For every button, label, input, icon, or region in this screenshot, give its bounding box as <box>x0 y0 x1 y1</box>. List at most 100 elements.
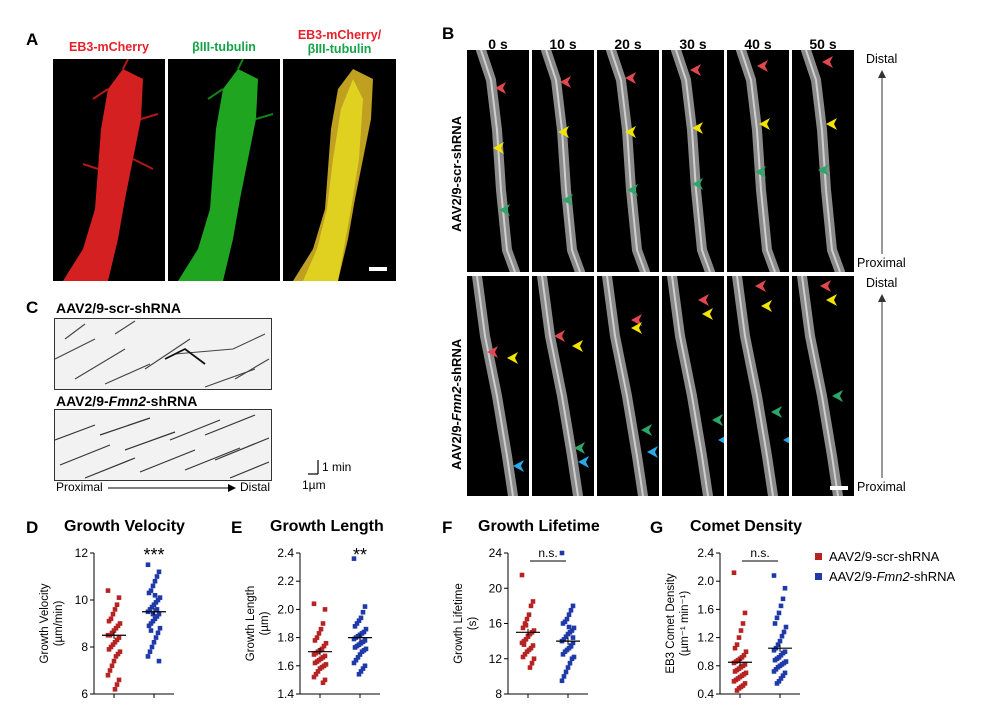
data-point <box>157 595 163 600</box>
data-point <box>109 663 115 669</box>
data-point <box>358 615 364 621</box>
data-point <box>738 628 744 633</box>
data-point <box>734 642 740 647</box>
data-point <box>114 682 120 687</box>
data-point <box>114 637 120 643</box>
data-point <box>563 669 569 675</box>
y-tick-label: 24 <box>489 546 503 560</box>
kymograph-fmn2 <box>54 409 272 481</box>
chart-title: Growth Lifetime <box>478 518 600 535</box>
data-point <box>774 615 780 621</box>
y-tick-label: 2.4 <box>277 546 294 560</box>
data-point <box>313 671 319 677</box>
y-axis-label: Growth Length (µm) <box>245 586 271 661</box>
timelapse-frame <box>532 276 594 496</box>
data-point <box>151 602 157 607</box>
data-point <box>783 624 789 630</box>
green-arrowhead-icon <box>712 414 723 426</box>
data-point <box>524 616 530 622</box>
data-point <box>111 658 117 664</box>
data-point <box>150 611 156 617</box>
data-point <box>318 626 324 632</box>
yellow-arrowhead-icon <box>631 322 642 334</box>
data-point <box>742 610 748 616</box>
kymo2-label-post: -shRNA <box>146 393 198 409</box>
data-point <box>152 593 158 598</box>
row2-label-gene: Fmn2 <box>449 386 464 422</box>
green-arrowhead-icon <box>574 442 585 454</box>
data-point <box>772 621 778 626</box>
kymo-axis-distal: Distal <box>240 480 271 494</box>
timelapse-frame <box>727 50 789 272</box>
kymo2-label-pre: AAV2/9- <box>56 393 109 409</box>
panel-a-merge-image <box>283 59 396 281</box>
data-point <box>774 681 780 686</box>
red-arrowhead-icon <box>820 280 831 292</box>
significance-label: ** <box>353 545 367 565</box>
data-point <box>527 665 533 670</box>
y-tick-label: 10 <box>75 593 89 607</box>
neurite-highlight <box>545 50 581 272</box>
data-point <box>154 607 160 612</box>
data-point <box>312 638 318 643</box>
neurite-shape <box>736 50 780 272</box>
data-point <box>355 655 361 660</box>
data-point <box>152 616 158 622</box>
kymograph-scr <box>54 318 272 390</box>
data-point <box>351 556 357 561</box>
panel-a-merge-label: EB3-mCherry/ βIII-tubulin <box>283 28 396 56</box>
data-point <box>157 625 163 631</box>
data-point <box>529 660 535 666</box>
neurite-highlight <box>740 50 776 272</box>
panel-a-channel2-label: βIII-tubulin <box>192 40 256 54</box>
y-tick-label: 1.6 <box>697 602 714 616</box>
data-point <box>743 649 749 654</box>
data-point <box>559 550 565 556</box>
significance-label: *** <box>143 545 164 565</box>
panel-b-row2-label: AAV2/9-Fmn2-shRNA <box>449 339 464 470</box>
data-point <box>148 621 154 626</box>
data-point <box>145 654 151 659</box>
data-point <box>148 588 154 593</box>
time-label: 20 s <box>614 36 642 52</box>
legend-item-fmn2: AAV2/9-Fmn2-shRNA <box>815 569 955 584</box>
y-axis-label: EB3 Comet Density (µm⁻¹ min⁻¹) <box>665 573 691 674</box>
y-tick-label: 12 <box>75 546 89 560</box>
red-arrowhead-icon <box>822 56 833 68</box>
data-point <box>732 645 738 651</box>
neurite-highlight <box>606 276 644 496</box>
data-point <box>149 604 155 610</box>
data-point <box>321 643 327 649</box>
data-point <box>560 652 566 657</box>
data-point <box>560 621 566 626</box>
red-arrowhead-icon <box>757 60 768 72</box>
data-point <box>115 651 121 657</box>
data-point <box>351 660 357 666</box>
blue-arrowhead-icon <box>718 436 724 444</box>
panel-b-row1-label: AAV2/9-scr-shRNA <box>449 115 464 232</box>
data-point <box>311 674 317 680</box>
data-point <box>147 649 153 654</box>
data-point <box>320 621 326 626</box>
data-point <box>156 658 162 664</box>
neurite-highlight <box>675 50 711 272</box>
timelapse-frame <box>597 276 659 496</box>
green-arrowhead-icon <box>562 194 573 206</box>
legend-marker-fmn2 <box>815 573 822 580</box>
kymo1-label: AAV2/9-scr-shRNA <box>56 300 181 316</box>
panel-letter-a: A <box>26 30 39 49</box>
yellow-arrowhead-icon <box>572 340 583 352</box>
y-tick-label: 0.4 <box>697 687 714 701</box>
green-arrowhead-icon <box>641 424 652 436</box>
yellow-arrowhead-icon <box>761 300 772 312</box>
neurite-highlight <box>805 50 841 272</box>
direction-arrow-bottom <box>878 294 886 478</box>
kymo-axis-proximal: Proximal <box>56 480 103 494</box>
panel-a-channel1-label: EB3-mCherry <box>69 40 149 54</box>
data-point <box>146 590 152 596</box>
data-point <box>567 660 573 666</box>
data-point <box>152 578 158 584</box>
data-point <box>782 585 788 591</box>
data-point <box>106 647 112 652</box>
panel-letter-g: G <box>650 518 664 537</box>
